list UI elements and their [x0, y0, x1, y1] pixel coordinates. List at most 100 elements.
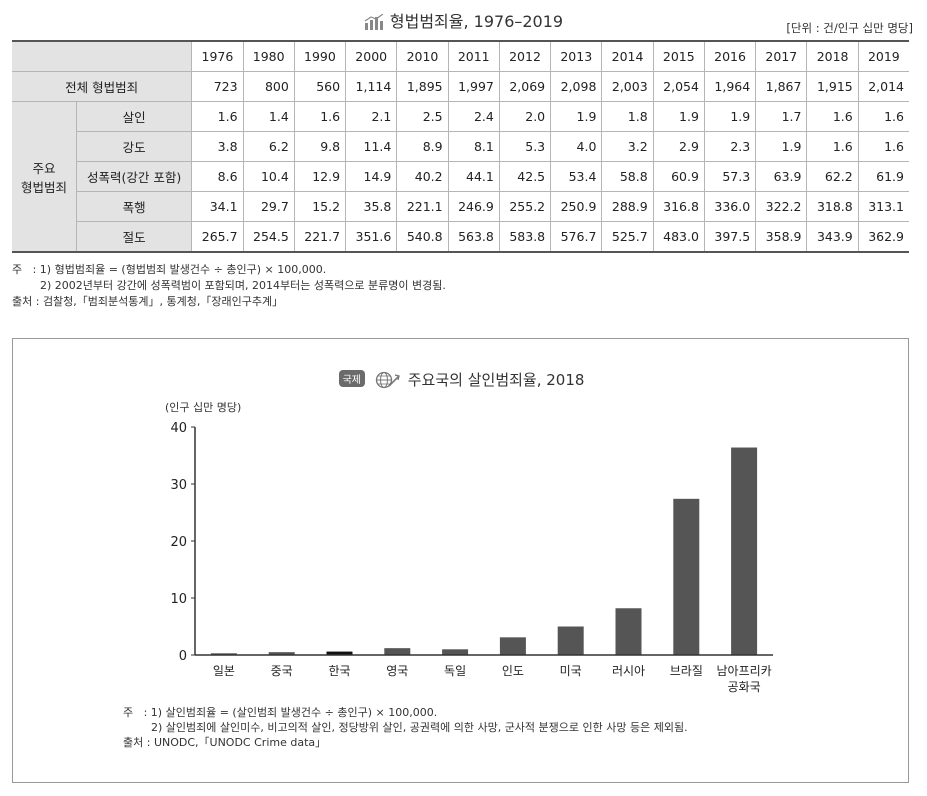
table-row: 절도 265.7 254.5 221.7 351.6 540.8 563.8 583.8 576…: [12, 221, 909, 253]
table-cell: 1.9: [755, 131, 808, 162]
table-cell: 2.4: [447, 101, 500, 132]
table-cell: 1,895: [396, 71, 449, 102]
table-cell: 221.1: [396, 191, 449, 222]
table-cell: 10.4: [242, 161, 295, 192]
table-notes: 주 : 1) 형법범죄율 = (형법범죄 발생건수 ÷ 총인구) × 100,0…: [12, 262, 446, 310]
table-cell: 2,098: [550, 71, 603, 102]
table-cell: 60.9: [652, 161, 705, 192]
table-cell: 14.9: [345, 161, 398, 192]
table-cell: 1.6: [857, 131, 909, 162]
x-tick-label: 공화국: [728, 680, 761, 694]
table-cell: 5.3: [498, 131, 552, 162]
table-cell: 560: [293, 71, 347, 102]
table-cell: 358.9: [755, 221, 808, 253]
x-tick-label: 영국: [386, 664, 408, 678]
row-group-label-line: 주요: [32, 160, 56, 176]
crime-rate-table: 1976 1980 1990 2000 2010 2011 2012 2013 2014 2015…: [12, 40, 909, 253]
table-cell: 483.0: [652, 221, 705, 253]
chart-note-line: 주 : 1) 살인범죄율 = (살인범죄 발생건수 ÷ 총인구) × 100,0…: [123, 706, 438, 719]
globe-icon: [374, 371, 400, 393]
table-cell: 1,997: [447, 71, 500, 102]
table-row: 주요 형법범죄 살인 1.6 1.4 1.6 2.1 2.5 2.4 2.0 1.9 1.8 1.9 1.…: [12, 101, 909, 253]
year-header: 2018: [806, 40, 859, 72]
table-cell: 62.2: [806, 161, 859, 192]
table-corner-cell: [12, 40, 193, 72]
table-cell: 1,964: [703, 71, 757, 102]
source-note: 출처 : 검찰청,「범죄분석통계」, 통계청,「장래인구추계」: [12, 295, 284, 308]
table-cell: 1.6: [806, 101, 859, 132]
table-cell: 2,014: [857, 71, 909, 102]
year-header: 1980: [242, 40, 295, 72]
year-header: 2000: [345, 40, 398, 72]
row-label-total: 전체 형법범죄: [12, 71, 193, 102]
year-header: 2015: [652, 40, 705, 72]
table-cell: 11.4: [345, 131, 398, 162]
x-tick-label: 일본: [213, 664, 235, 678]
row-label: 강도: [76, 131, 193, 162]
table-cell: 250.9: [550, 191, 603, 222]
y-tick-label: 0: [179, 649, 187, 664]
table-cell: 1.9: [652, 101, 705, 132]
table-cell: 343.9: [806, 221, 859, 253]
x-tick-label: 한국: [328, 664, 350, 678]
table-cell: 2,069: [498, 71, 552, 102]
table-cell: 63.9: [755, 161, 808, 192]
table-note-line: 2) 2002년부터 강간에 성폭력범이 포함되며, 2014부터는 성폭력으로…: [12, 279, 446, 292]
table-cell: 723: [191, 71, 244, 102]
table-cell: 61.9: [857, 161, 909, 192]
table-cell: 3.2: [601, 131, 654, 162]
row-label: 절도: [76, 221, 193, 253]
unit-label: [단위 : 건/인구 십만 명당]: [786, 21, 913, 35]
table-row: 폭행 34.1 29.7 15.2 35.8 221.1 246.9 255.2 250.9 28…: [12, 191, 909, 222]
bar-8: [673, 498, 700, 655]
chart-source-note: 출처 : UNODC,「UNODC Crime data」: [123, 736, 327, 749]
year-header: 2010: [396, 40, 449, 72]
bar-1: [268, 652, 295, 655]
bar-2: [326, 651, 353, 655]
table-cell: 2.3: [703, 131, 757, 162]
x-tick-label: 브라질: [670, 664, 703, 678]
table-cell: 3.8: [191, 131, 244, 162]
table-cell: 35.8: [345, 191, 398, 222]
year-header: 2016: [703, 40, 757, 72]
table-cell: 1.6: [806, 131, 859, 162]
table-cell: 9.8: [293, 131, 347, 162]
table-cell: 351.6: [345, 221, 398, 253]
table-cell: 2.0: [498, 101, 552, 132]
bar-chart-icon: [364, 13, 384, 34]
y-axis-label: (인구 십만 명당): [165, 401, 241, 414]
chart-note-line: 2) 살인범죄에 살인미수, 비고의적 살인, 정당방위 살인, 공권력에 의한…: [123, 721, 688, 734]
bar-3: [384, 648, 411, 655]
x-tick-label: 남아프리카: [716, 664, 771, 678]
table-cell: 1.8: [601, 101, 654, 132]
table-cell: 336.0: [703, 191, 757, 222]
bar-4: [442, 649, 469, 655]
table-cell: 2.5: [396, 101, 449, 132]
table-cell: 15.2: [293, 191, 347, 222]
table-cell: 288.9: [601, 191, 654, 222]
row-group-label: 주요 형법범죄: [12, 101, 77, 253]
table-row-total: 전체 형법범죄 723 800 560 1,114 1,895 1,997 2,069 2,0…: [12, 71, 909, 102]
chart-notes: 주 : 1) 살인범죄율 = (살인범죄 발생건수 ÷ 총인구) × 100,0…: [123, 705, 688, 750]
table-cell: 1.9: [550, 101, 603, 132]
table-cell: 8.6: [191, 161, 244, 192]
year-header: 2014: [601, 40, 654, 72]
table-cell: 8.1: [447, 131, 500, 162]
year-header: 1990: [293, 40, 347, 72]
table-cell: 6.2: [242, 131, 295, 162]
table-cell: 576.7: [550, 221, 603, 253]
table-cell: 1,915: [806, 71, 859, 102]
table-cell: 254.5: [242, 221, 295, 253]
chart-title: 국제 주요국의 살인범죄율, 2018: [13, 369, 910, 393]
bar-5: [499, 637, 526, 655]
table-cell: 316.8: [652, 191, 705, 222]
table-cell: 34.1: [191, 191, 244, 222]
bar-0: [210, 653, 237, 655]
y-tick-label: 10: [170, 592, 187, 607]
table-cell: 1.4: [242, 101, 295, 132]
table-cell: 563.8: [447, 221, 500, 253]
year-header: 2012: [498, 40, 552, 72]
table-cell: 540.8: [396, 221, 449, 253]
table-note-line: 주 : 1) 형법범죄율 = (형법범죄 발생건수 ÷ 총인구) × 100,0…: [12, 263, 327, 276]
x-tick-label: 중국: [271, 664, 293, 678]
